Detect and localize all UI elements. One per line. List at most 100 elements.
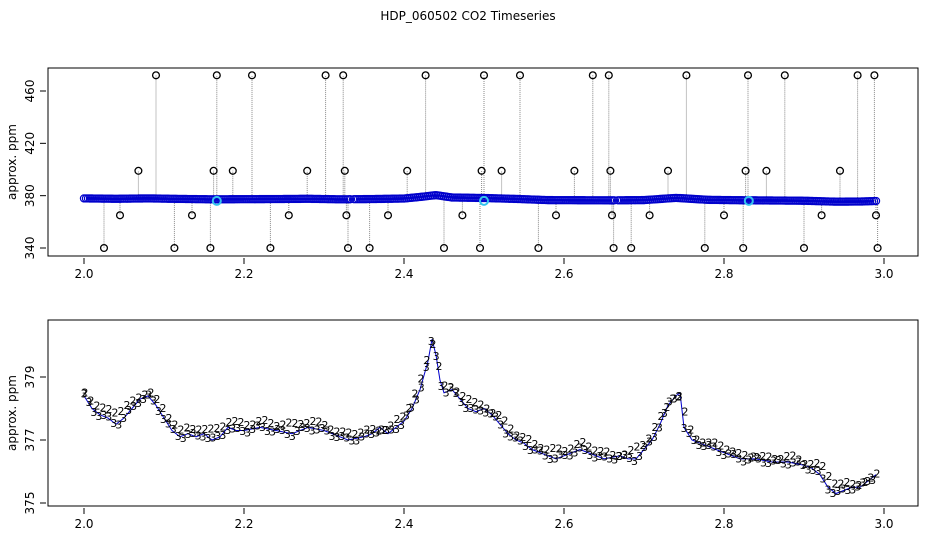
series-3-point: 3 (661, 407, 668, 420)
series-3-point: 3 (785, 458, 792, 471)
outlier-circle (551, 211, 561, 220)
series-3-point: 3 (825, 483, 832, 496)
series-2-point: 2 (808, 458, 815, 471)
series-3-point: 3 (120, 412, 127, 425)
series-2-point: 2 (670, 393, 677, 406)
series-2-point: 2 (556, 442, 563, 455)
outlier-circle (321, 71, 330, 80)
series-2-point: 2 (856, 479, 863, 492)
series-2-point: 2 (136, 392, 143, 405)
outlier-circle (645, 211, 654, 220)
outlier-circle (762, 166, 771, 175)
series-3-point: 3 (423, 361, 430, 374)
series-2-point: 2 (394, 413, 401, 426)
series-3-point: 3 (834, 485, 841, 498)
series-3-point: 3 (532, 443, 539, 456)
series-2-point: 2 (364, 424, 371, 437)
series-3-point: 3 (284, 428, 291, 441)
series-3-point: 3 (775, 454, 782, 467)
outlier-circle (439, 243, 449, 253)
series-3-point: 3 (150, 395, 157, 408)
series-3-point: 3 (666, 395, 673, 408)
series-3-point: 3 (750, 450, 757, 463)
series-3-point: 3 (621, 449, 628, 462)
series-3-point: 3 (205, 432, 212, 445)
x-tick-label: 2.8 (714, 517, 733, 531)
series-3-point: 3 (95, 410, 102, 423)
series-2-point: 2 (370, 423, 377, 436)
series-3-point: 3 (581, 444, 588, 457)
series-3-point: 3 (646, 435, 653, 448)
series-2-point: 2 (658, 410, 665, 423)
series-3-point: 3 (185, 428, 192, 441)
series-3-line (83, 339, 877, 495)
series-3-point: 3 (869, 474, 876, 487)
series-2-point: 2 (172, 419, 179, 432)
outlier-circle (479, 71, 489, 80)
top-ylabel: approx. ppm (5, 124, 19, 200)
outlier-circle (383, 211, 393, 220)
series-2-point: 2 (88, 394, 95, 407)
series-3-point: 3 (557, 449, 564, 462)
series-2-point: 2 (508, 423, 515, 436)
series-2-point: 2 (142, 389, 149, 402)
series-2-point: 2 (358, 427, 365, 440)
series-3-point: 3 (403, 410, 410, 423)
outlier-circle (99, 243, 109, 253)
series-3-point: 3 (343, 432, 350, 445)
series-2-point: 2 (208, 422, 215, 435)
series-2-point: 2 (568, 443, 575, 456)
outlier-circle (206, 243, 215, 253)
outlier-circle (343, 243, 353, 253)
series-3-point: 3 (448, 382, 455, 395)
series-2-point: 2 (502, 414, 509, 427)
series-2-point: 2 (220, 420, 227, 433)
series-3-point: 3 (631, 455, 638, 468)
series-2-point: 2 (586, 441, 593, 454)
series-3-point: 3 (691, 434, 698, 447)
series-3-point: 3 (398, 419, 405, 432)
series-3-point: 3 (487, 407, 494, 420)
outlier-circle (609, 243, 618, 253)
x-tick-label: 3.0 (874, 517, 893, 531)
series-2-point: 2 (118, 405, 125, 418)
outlier-circles (99, 71, 882, 253)
x-tick-label: 2.8 (714, 267, 733, 281)
series-2-point: 2 (268, 417, 275, 430)
y-tick-label: 379 (23, 366, 37, 389)
bottom-axes: 2.0 2.2 2.4 2.6 2.8 3.0 375 377 379 (23, 366, 894, 531)
series-2-point: 2 (838, 477, 845, 490)
outlier-circle (741, 166, 750, 175)
series-3-point: 3 (433, 350, 440, 363)
series-2-point: 2 (532, 438, 539, 451)
series-3-point: 3 (219, 429, 226, 442)
series-3-point: 3 (85, 396, 92, 409)
series-3-point: 3 (314, 424, 321, 437)
series-2-point: 2 (424, 354, 431, 367)
outlier-circle (870, 71, 879, 80)
series-3-point: 3 (333, 431, 340, 444)
series-2-point: 2 (646, 433, 653, 446)
series-3-point: 3 (309, 425, 316, 438)
series-3-point: 3 (135, 397, 142, 410)
outlier-circle (682, 71, 691, 80)
cyan-marker (479, 195, 489, 206)
y-tick-label: 460 (23, 80, 37, 103)
series-2-point: 2 (178, 423, 185, 436)
series-2-point: 2 (862, 476, 869, 489)
series-3-point: 3 (383, 424, 390, 437)
series-3-point: 3 (790, 456, 797, 469)
series-2-point: 2 (676, 390, 683, 403)
series-3-point: 3 (671, 392, 678, 405)
series-2-point: 2 (460, 390, 467, 403)
series-2-point: 2 (610, 449, 617, 462)
series-2-point: 2 (580, 436, 587, 449)
outlier-circle (817, 211, 826, 220)
series-2-point: 2 (766, 450, 773, 463)
outlier-circle (497, 166, 506, 175)
series-3-point: 3 (507, 431, 514, 444)
series-2-point: 2 (778, 453, 785, 466)
cyan-marker (743, 195, 754, 206)
series-2-point: 2 (694, 434, 701, 447)
series-2-point: 2 (106, 403, 113, 416)
